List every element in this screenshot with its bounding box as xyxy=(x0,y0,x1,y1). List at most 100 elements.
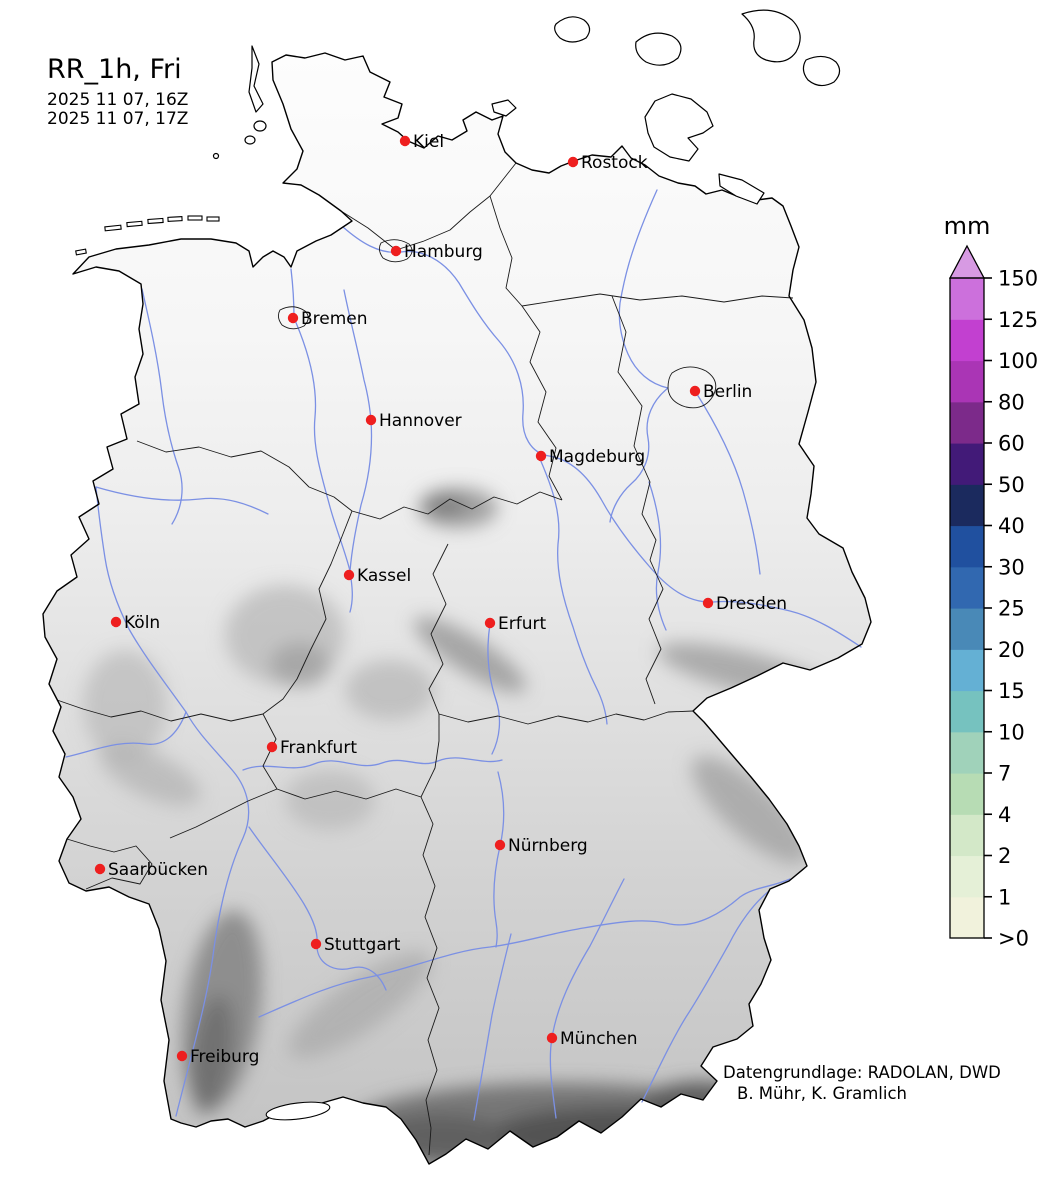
city-label: Hannover xyxy=(379,411,462,431)
city-label: Hamburg xyxy=(404,242,483,262)
city-markers: Kiel Rostock Hamburg Bremen Berlin Hannover Ma… xyxy=(94,132,787,1067)
city-label: Saarbücken xyxy=(108,860,208,880)
city-label: Köln xyxy=(124,613,160,633)
island-fehmarn xyxy=(491,99,517,117)
city-marker xyxy=(484,617,496,629)
island-sylt xyxy=(248,45,264,113)
city-label: Frankfurt xyxy=(280,738,357,758)
colorbar-segment xyxy=(950,525,984,568)
colorbar-tick-label: 40 xyxy=(998,514,1025,538)
river-elbe xyxy=(342,226,862,648)
colorbar-segment xyxy=(950,443,984,485)
valid-time-end: 2025 11 07, 17Z xyxy=(47,109,188,129)
city-marker xyxy=(310,938,322,950)
colorbar-tick-label: 25 xyxy=(998,597,1025,621)
colorbar-unit-label: mm xyxy=(944,212,991,240)
colorbar-tick-label: 50 xyxy=(998,473,1025,497)
attribution: Datengrundlage: RADOLAN, DWD B. Mühr, K.… xyxy=(723,1063,1001,1103)
city-label: Rostock xyxy=(581,153,648,173)
colorbar-segment xyxy=(950,484,984,527)
island-ruegen xyxy=(644,93,714,162)
river-isar xyxy=(549,878,625,1119)
river-ems xyxy=(141,288,183,525)
colorbar-segment xyxy=(950,731,984,774)
colorbar-tick-label: 1 xyxy=(998,885,1011,909)
city-marker xyxy=(567,156,579,168)
river-danube xyxy=(258,878,791,1018)
river-havel-north xyxy=(618,189,669,389)
river-ruhr xyxy=(95,486,269,515)
island-usedom xyxy=(718,173,765,205)
header: RR_1h, Fri 2025 11 07, 16Z 2025 11 07, 1… xyxy=(47,54,188,129)
city-label: Erfurt xyxy=(498,614,546,634)
colorbar-scale: >0 1 2 4 7 10 15 20 25 30 40 50 60 80 100 125 150 xyxy=(948,244,1038,951)
colorbar-tick-label: 80 xyxy=(998,390,1025,414)
colorbar-tick-label: 15 xyxy=(998,679,1025,703)
colorbar-segment xyxy=(950,401,984,444)
colorbar-tick-label: 100 xyxy=(998,349,1038,373)
river-regnitz xyxy=(493,771,505,948)
danish-coast-1 xyxy=(554,16,591,43)
city-marker xyxy=(702,597,714,609)
valid-time-start: 2025 11 07, 16Z xyxy=(47,90,188,110)
state-borders xyxy=(56,162,794,1156)
colorbar-segment xyxy=(950,360,984,403)
danish-coast-3 xyxy=(741,9,801,63)
city-label: Dresden xyxy=(716,594,787,614)
city-marker xyxy=(365,414,377,426)
colorbar-segment xyxy=(950,773,984,815)
lake-constance xyxy=(265,1101,331,1121)
colorbar-segment xyxy=(950,814,984,857)
colorbar-segment xyxy=(950,608,984,650)
river-main xyxy=(242,757,503,771)
colorbar-segment xyxy=(950,278,984,320)
city-label: Bremen xyxy=(301,309,368,329)
attribution-line2: B. Mühr, K. Gramlich xyxy=(737,1084,907,1103)
river-rhine xyxy=(95,486,250,1117)
colorbar: mm >0 1 2 4 7 10 15 20 25 30 40 50 60 80 100 125 150 xyxy=(944,212,1038,951)
attribution-line1: Datengrundlage: RADOLAN, DWD xyxy=(723,1063,1001,1082)
colorbar-segment xyxy=(950,319,984,362)
city-marker xyxy=(343,569,355,581)
city-marker xyxy=(176,1050,188,1062)
river-mosel xyxy=(65,711,187,758)
river-mulde xyxy=(648,481,667,631)
island-helgoland xyxy=(212,152,220,160)
colorbar-segment xyxy=(950,649,984,692)
page-title: RR_1h, Fri xyxy=(47,54,182,85)
city-marker xyxy=(266,741,278,753)
danish-coast-2 xyxy=(635,32,682,66)
colorbar-segment xyxy=(950,896,984,939)
city-marker xyxy=(689,385,701,397)
colorbar-segment xyxy=(950,566,984,609)
city-label: Kiel xyxy=(413,132,444,152)
city-marker xyxy=(494,839,506,851)
city-marker xyxy=(287,312,299,324)
colorbar-tick-label: 30 xyxy=(998,555,1025,579)
city-label: München xyxy=(560,1029,638,1049)
river-werra xyxy=(487,623,501,755)
city-label: Kassel xyxy=(357,566,411,586)
river-inn xyxy=(641,890,770,1103)
colorbar-arrow xyxy=(948,244,986,279)
danish-coast-4 xyxy=(802,55,841,87)
colorbar-tick-label: >0 xyxy=(998,927,1029,951)
city-marker xyxy=(399,135,411,147)
city-marker xyxy=(546,1032,558,1044)
city-label: Magdeburg xyxy=(549,447,645,467)
colorbar-tick-label: 4 xyxy=(998,803,1011,827)
colorbar-segment xyxy=(950,855,984,898)
colorbar-tick-label: 7 xyxy=(998,762,1011,786)
city-label: Stuttgart xyxy=(324,935,401,955)
river-lech xyxy=(473,933,512,1121)
city-label: Nürnberg xyxy=(508,836,588,856)
colorbar-tick-label: 20 xyxy=(998,638,1025,662)
river-havel-south xyxy=(609,387,669,523)
river-spree xyxy=(694,390,761,575)
colorbar-tick-label: 2 xyxy=(998,844,1011,868)
city-label: Freiburg xyxy=(190,1047,259,1067)
colorbar-tick-label: 10 xyxy=(998,720,1025,744)
east-frisian-islands xyxy=(75,215,220,256)
coastlines-and-borders xyxy=(42,9,872,1165)
